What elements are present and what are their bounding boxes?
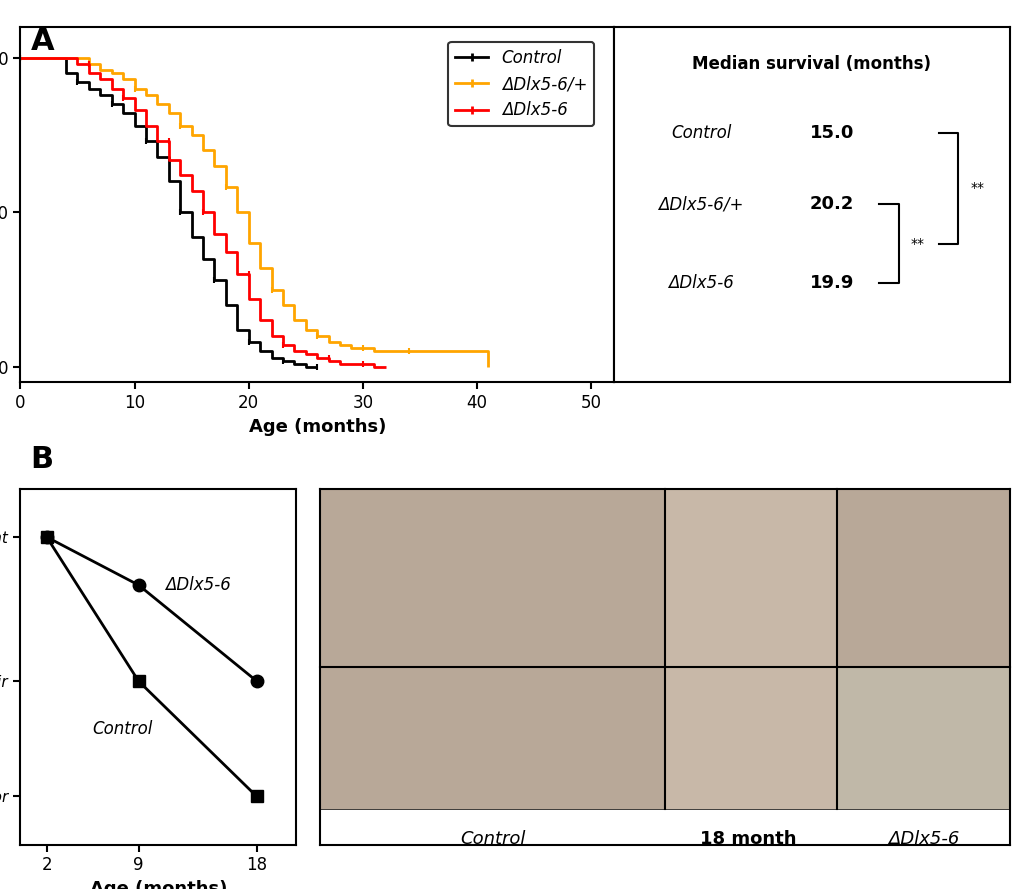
Text: 20.2: 20.2: [809, 196, 853, 213]
Text: **: **: [969, 181, 983, 196]
Bar: [837, 489, 1009, 667]
Bar: [320, 667, 664, 809]
Text: 18 month: 18 month: [699, 830, 795, 848]
Bar: [837, 667, 1009, 809]
Text: 19.9: 19.9: [809, 274, 853, 292]
Text: 15.0: 15.0: [809, 124, 853, 142]
Legend: Control, ΔDlx5-6/+, ΔDlx5-6: Control, ΔDlx5-6/+, ΔDlx5-6: [448, 42, 593, 126]
Text: Control: Control: [460, 830, 525, 848]
Text: Control: Control: [671, 124, 731, 142]
Text: **: **: [910, 236, 924, 251]
Text: B: B: [31, 444, 54, 474]
Text: Median survival (months): Median survival (months): [692, 55, 930, 73]
Text: ΔDlx5-6: ΔDlx5-6: [667, 274, 734, 292]
X-axis label: Age (months): Age (months): [249, 418, 385, 436]
Text: ΔDlx5-6/+: ΔDlx5-6/+: [658, 196, 743, 213]
Text: ΔDlx5-6: ΔDlx5-6: [888, 830, 958, 848]
X-axis label: Age (months): Age (months): [90, 880, 227, 889]
Bar: [320, 489, 664, 667]
Text: Control: Control: [93, 720, 153, 738]
Bar: [664, 489, 837, 667]
Text: ΔDlx5-6: ΔDlx5-6: [165, 576, 230, 594]
Text: A: A: [31, 27, 54, 56]
Bar: [664, 667, 837, 809]
